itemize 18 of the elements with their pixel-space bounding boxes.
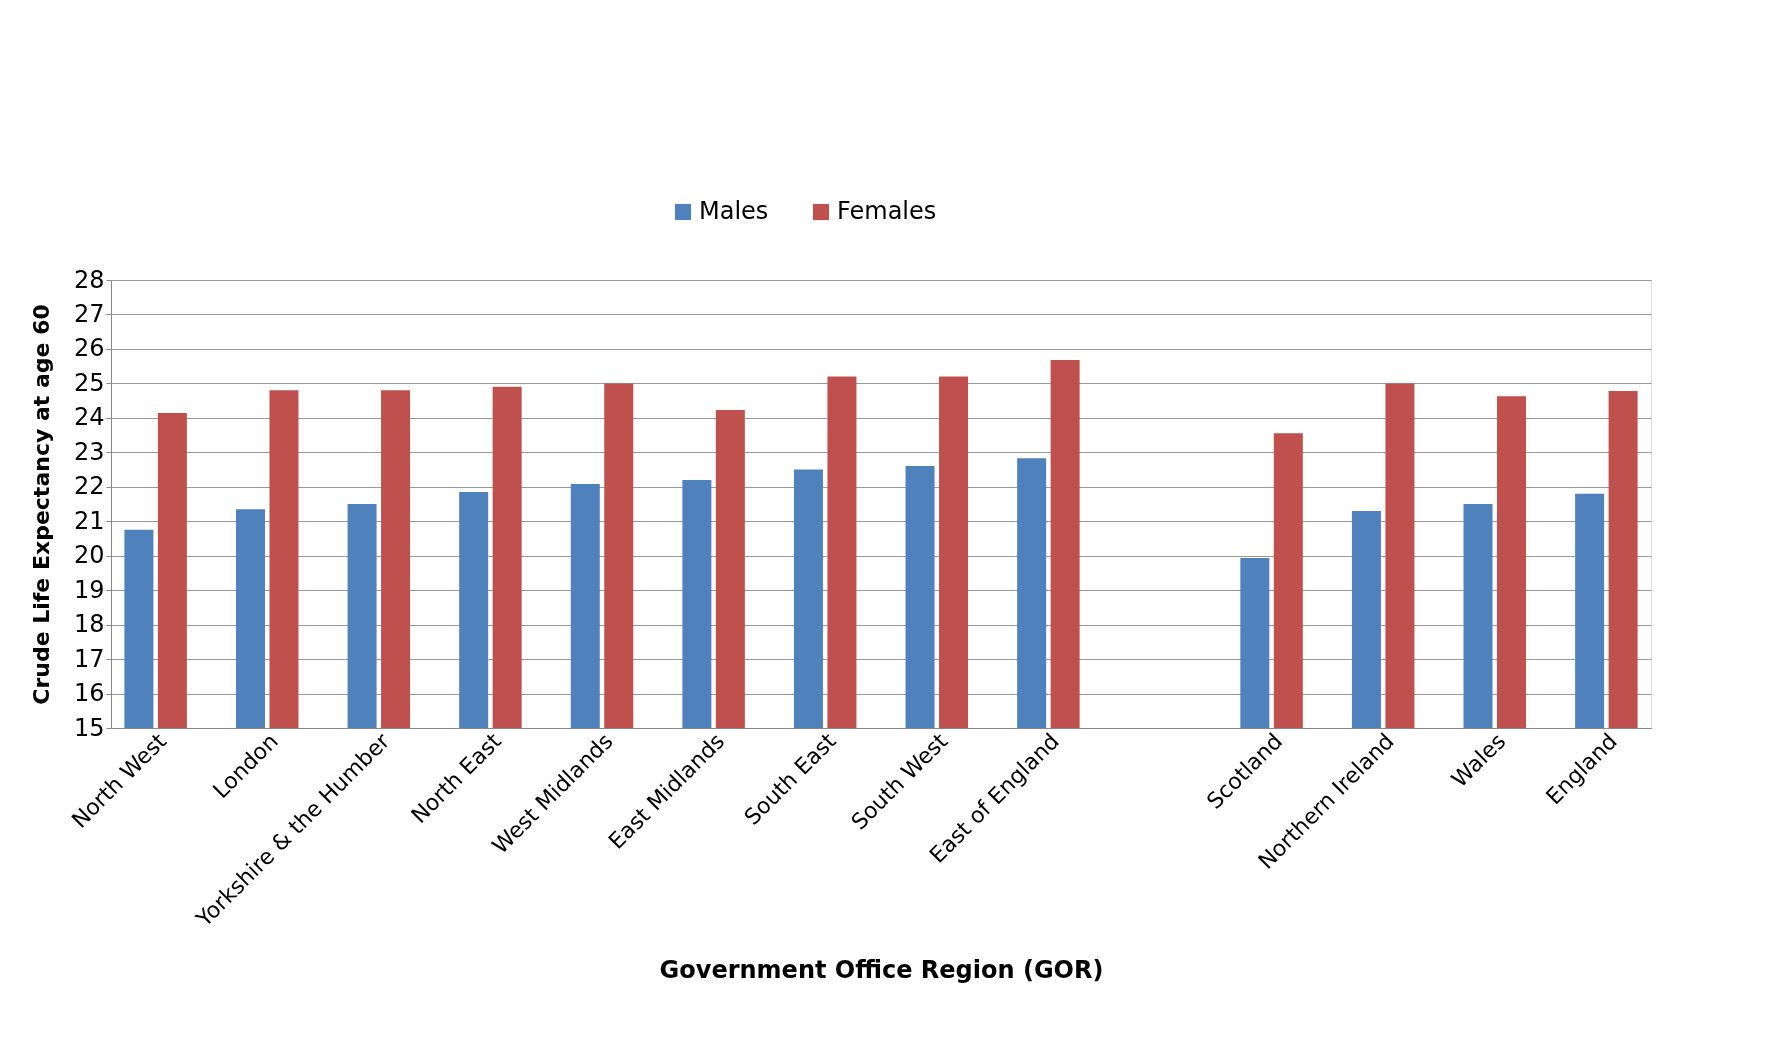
x-axis-title: Government Office Region (GOR) bbox=[659, 955, 1104, 984]
y-tick-label: 25 bbox=[73, 368, 105, 397]
y-tick-label: 20 bbox=[73, 541, 105, 570]
y-tick-label: 21 bbox=[73, 506, 105, 535]
y-tick-label: 26 bbox=[73, 334, 105, 363]
y-tick-label: 23 bbox=[73, 437, 105, 466]
y-tick-label: 16 bbox=[73, 679, 105, 708]
y-tick-label: 24 bbox=[73, 403, 105, 432]
y-tick-label: 15 bbox=[73, 713, 105, 742]
legend-label: Males bbox=[699, 197, 769, 225]
y-axis-title: Crude Life Expectancy at age 60 bbox=[28, 304, 54, 705]
y-tick-label: 19 bbox=[73, 575, 105, 604]
y-tick-label: 27 bbox=[73, 299, 105, 328]
y-tick-label: 22 bbox=[73, 472, 105, 501]
y-tick-label: 18 bbox=[73, 610, 105, 639]
legend-label: Females bbox=[837, 197, 937, 225]
y-tick-label: 17 bbox=[73, 644, 105, 673]
y-tick-label: 28 bbox=[73, 265, 105, 294]
